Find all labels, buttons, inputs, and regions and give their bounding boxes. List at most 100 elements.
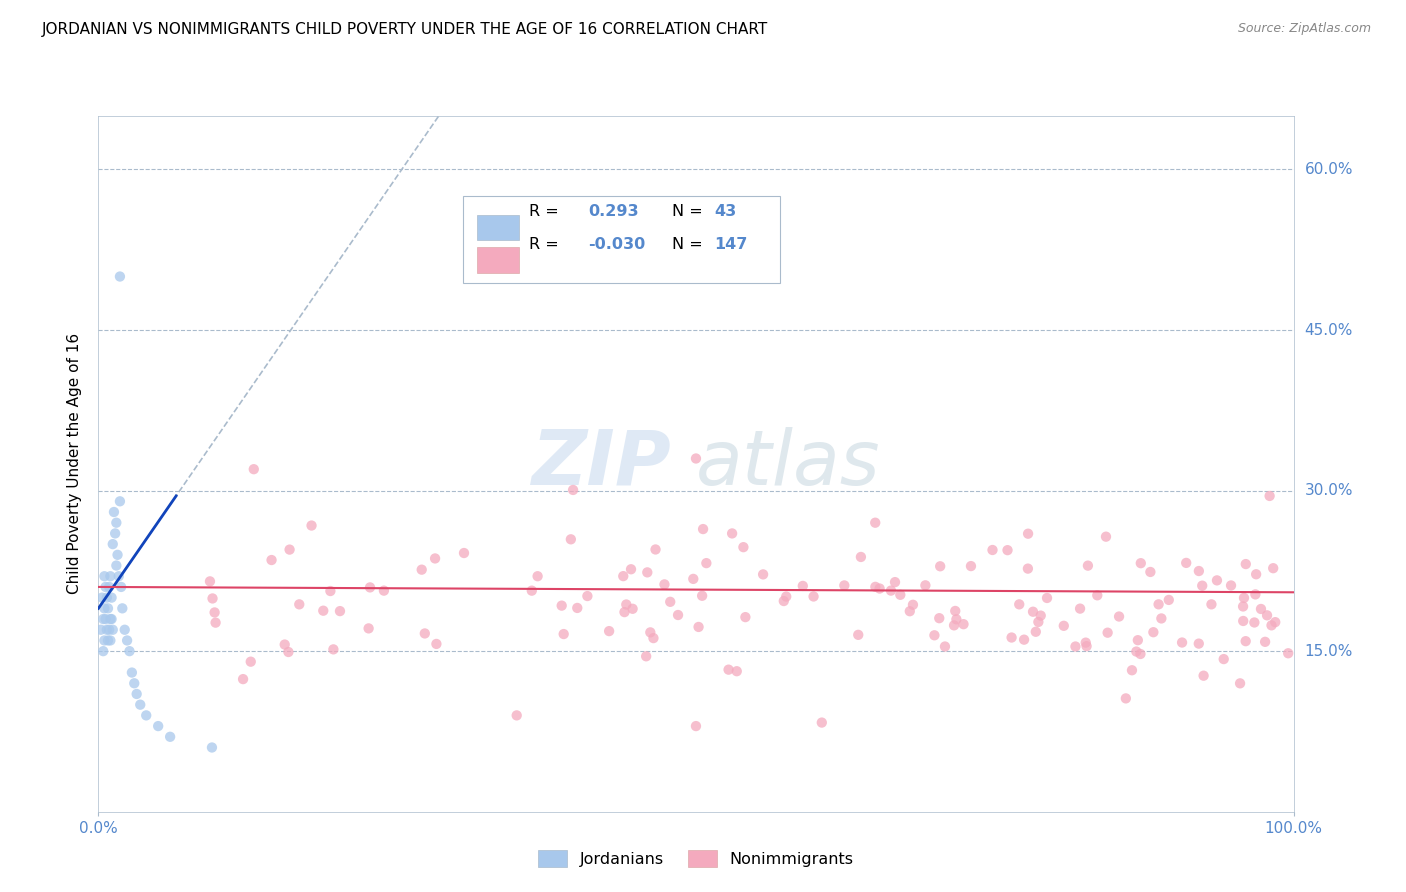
Text: ZIP: ZIP — [533, 427, 672, 500]
Text: R =: R = — [529, 203, 558, 219]
Text: 15.0%: 15.0% — [1305, 644, 1353, 658]
Text: R =: R = — [529, 237, 558, 252]
Point — [1147, 597, 1170, 611]
Text: atlas: atlas — [696, 427, 880, 500]
Point — [100, 612, 122, 626]
Point — [1244, 587, 1267, 601]
Point — [1028, 615, 1050, 629]
Point — [101, 537, 124, 551]
Point — [288, 598, 311, 612]
Point — [803, 590, 825, 604]
Point — [1085, 588, 1108, 602]
Point — [1263, 561, 1285, 575]
Point — [425, 637, 447, 651]
Point — [322, 642, 344, 657]
Point — [1258, 489, 1281, 503]
Text: 45.0%: 45.0% — [1305, 323, 1353, 337]
Point — [278, 542, 301, 557]
Text: 30.0%: 30.0% — [1305, 483, 1353, 498]
Point — [94, 580, 117, 594]
Point — [960, 559, 983, 574]
Point — [91, 612, 114, 626]
Point — [1232, 614, 1254, 628]
Point — [945, 612, 967, 626]
Point — [93, 633, 115, 648]
Point — [834, 578, 856, 592]
Text: Source: ZipAtlas.com: Source: ZipAtlas.com — [1237, 22, 1371, 36]
Point — [1157, 593, 1180, 607]
Point — [934, 640, 956, 654]
Point — [101, 623, 124, 637]
Point — [148, 719, 170, 733]
Point — [849, 549, 872, 564]
Point — [810, 715, 832, 730]
Point — [889, 588, 911, 602]
Point — [640, 625, 662, 640]
Point — [239, 655, 262, 669]
Point — [1125, 644, 1147, 658]
Point — [621, 601, 644, 615]
Point — [1171, 635, 1194, 649]
Point — [690, 589, 713, 603]
Point — [105, 558, 128, 573]
Point — [636, 566, 658, 580]
Point — [943, 604, 966, 618]
Text: JORDANIAN VS NONIMMIGRANTS CHILD POVERTY UNDER THE AGE OF 16 CORRELATION CHART: JORDANIAN VS NONIMMIGRANTS CHILD POVERTY… — [42, 22, 769, 37]
Point — [1191, 579, 1213, 593]
Point — [526, 569, 548, 583]
Point — [1139, 565, 1161, 579]
Point — [201, 591, 224, 606]
Point — [1053, 619, 1076, 633]
Point — [880, 583, 903, 598]
Point — [1206, 574, 1229, 588]
Point — [1277, 646, 1299, 660]
Point — [1000, 631, 1022, 645]
Point — [654, 577, 676, 591]
Point — [775, 590, 797, 604]
Point — [110, 580, 132, 594]
Point — [1115, 691, 1137, 706]
Point — [898, 604, 921, 618]
Point — [884, 575, 907, 590]
Point — [901, 598, 924, 612]
Point — [863, 516, 886, 530]
Point — [90, 623, 112, 637]
Point — [312, 604, 335, 618]
Point — [846, 628, 869, 642]
Point — [1129, 556, 1152, 570]
Point — [115, 633, 138, 648]
Point — [100, 591, 122, 605]
Point — [98, 580, 121, 594]
Point — [204, 615, 226, 630]
Point — [695, 556, 717, 570]
Point — [1201, 598, 1223, 612]
Point — [553, 627, 575, 641]
Point — [1064, 640, 1087, 654]
Point — [98, 623, 121, 637]
Point — [620, 562, 643, 576]
Text: 43: 43 — [714, 203, 737, 219]
Text: N =: N = — [672, 203, 703, 219]
Point — [1012, 632, 1035, 647]
Point — [273, 638, 295, 652]
Point — [1129, 647, 1152, 661]
Text: 60.0%: 60.0% — [1305, 162, 1353, 177]
Point — [129, 698, 152, 712]
Point — [125, 687, 148, 701]
Point — [93, 601, 115, 615]
Point — [1008, 598, 1031, 612]
Point — [96, 591, 118, 605]
Point — [1142, 625, 1164, 640]
Point — [93, 569, 115, 583]
Point — [118, 644, 141, 658]
Point — [1254, 635, 1277, 649]
Point — [277, 645, 299, 659]
Point — [943, 618, 966, 632]
Point — [685, 719, 707, 733]
Point — [644, 542, 666, 557]
Point — [98, 612, 122, 626]
Point — [103, 505, 125, 519]
Bar — [477, 247, 519, 273]
Point — [550, 599, 572, 613]
Bar — [477, 215, 519, 240]
